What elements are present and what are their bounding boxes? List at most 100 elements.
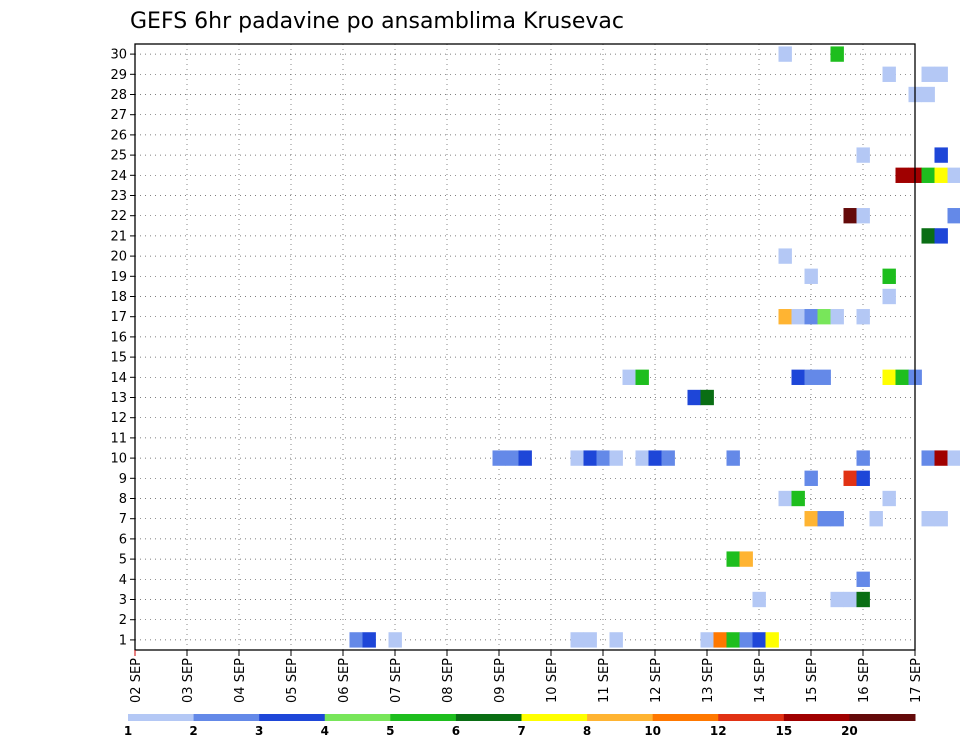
data-cell	[804, 470, 818, 486]
colorbar-swatch	[521, 714, 588, 721]
data-cell	[362, 632, 376, 648]
data-cell	[648, 450, 662, 466]
y-tick-label: 3	[119, 593, 127, 608]
y-tick-label: 29	[110, 68, 127, 83]
y-tick-label: 12	[110, 411, 127, 426]
data-cell	[752, 591, 766, 608]
colorbar-swatch	[193, 714, 260, 721]
data-cell	[661, 450, 675, 466]
y-tick-label: 5	[119, 553, 127, 568]
data-cell	[856, 470, 870, 486]
colorbar-label: 4	[321, 724, 329, 738]
data-cell	[934, 147, 948, 163]
chart-title: GEFS 6hr padavine po ansamblima Krusevac	[130, 9, 624, 34]
data-cell	[570, 450, 584, 466]
data-cell	[505, 450, 519, 466]
y-tick-label: 21	[110, 229, 127, 244]
data-cell	[817, 309, 831, 325]
data-cell	[947, 167, 960, 183]
data-cell	[622, 369, 636, 385]
data-cell	[804, 511, 818, 527]
x-tick-label: 17 SEP	[909, 658, 924, 703]
data-cell	[791, 309, 805, 325]
x-axis: 02 SEP 03 SEP 04 SEP 05 SEP 06 SEP 07 SEP 08 S…	[129, 650, 924, 703]
data-cell	[882, 268, 896, 284]
data-cell	[856, 591, 870, 608]
x-tick-label: 11 SEP	[597, 658, 612, 703]
data-cell	[934, 66, 948, 82]
y-tick-label: 6	[119, 532, 127, 547]
data-cell	[921, 450, 935, 466]
data-cell	[856, 208, 870, 224]
y-tick-label: 9	[119, 472, 127, 487]
data-cell	[856, 450, 870, 466]
data-cell	[778, 309, 792, 325]
y-tick-label: 23	[110, 189, 127, 204]
data-cell	[700, 389, 714, 406]
data-cell	[947, 208, 960, 224]
data-cell	[726, 551, 740, 567]
data-cell	[830, 591, 844, 608]
colorbar-label: 20	[841, 724, 858, 738]
y-tick-label: 18	[110, 290, 127, 305]
data-cell	[882, 369, 896, 385]
x-tick-label: 08 SEP	[441, 658, 456, 703]
data-cell	[882, 490, 896, 507]
colorbar-label: 10	[644, 724, 661, 738]
colorbar-swatch	[324, 714, 391, 721]
y-axis: 1234567891011121314151617181920212223242…	[110, 48, 135, 648]
x-tick-label: 12 SEP	[649, 658, 664, 703]
y-tick-label: 22	[110, 209, 127, 224]
data-cell	[726, 450, 740, 466]
data-cell	[700, 632, 714, 648]
data-cell	[895, 167, 909, 183]
data-cell	[596, 450, 610, 466]
y-tick-label: 26	[110, 128, 127, 143]
data-cells	[349, 46, 960, 648]
data-cell	[635, 450, 649, 466]
y-tick-label: 15	[110, 351, 127, 366]
data-cell	[934, 228, 948, 244]
data-cell	[934, 511, 948, 527]
x-tick-label: 04 SEP	[233, 658, 248, 703]
data-cell	[882, 288, 896, 305]
colorbar-label: 7	[517, 724, 525, 738]
x-tick-label: 15 SEP	[805, 658, 820, 703]
colorbar-swatch	[390, 714, 457, 721]
y-tick-label: 28	[110, 88, 127, 103]
data-cell	[830, 511, 844, 527]
y-tick-label: 30	[110, 48, 127, 63]
y-tick-label: 10	[110, 452, 127, 467]
x-tick-label: 06 SEP	[337, 658, 352, 703]
y-tick-label: 11	[110, 431, 127, 446]
colorbar: 1 2 3 4 5 6 7 8 10 12 15 20	[124, 714, 916, 738]
data-cell	[778, 490, 792, 507]
y-tick-label: 14	[110, 371, 127, 386]
data-cell	[804, 369, 818, 385]
colorbar-swatch	[652, 714, 719, 721]
data-cell	[765, 632, 779, 648]
data-cell	[921, 66, 935, 82]
data-cell	[856, 147, 870, 163]
data-cell	[856, 309, 870, 325]
data-cell	[609, 450, 623, 466]
data-cell	[843, 208, 857, 224]
data-cell	[947, 450, 960, 466]
data-cell	[713, 632, 727, 648]
data-cell	[791, 369, 805, 385]
data-cell	[739, 632, 753, 648]
x-tick-label: 07 SEP	[389, 658, 404, 703]
colorbar-swatch	[783, 714, 850, 721]
data-cell	[830, 46, 844, 62]
data-cell	[921, 228, 935, 244]
data-cell	[687, 389, 701, 406]
colorbar-label: 12	[710, 724, 727, 738]
data-cell	[895, 369, 909, 385]
y-tick-label: 8	[119, 492, 127, 507]
y-tick-label: 13	[110, 391, 127, 406]
data-cell	[791, 490, 805, 507]
data-cell	[830, 309, 844, 325]
data-cell	[817, 511, 831, 527]
data-cell	[921, 167, 935, 183]
y-tick-label: 1	[119, 633, 127, 648]
